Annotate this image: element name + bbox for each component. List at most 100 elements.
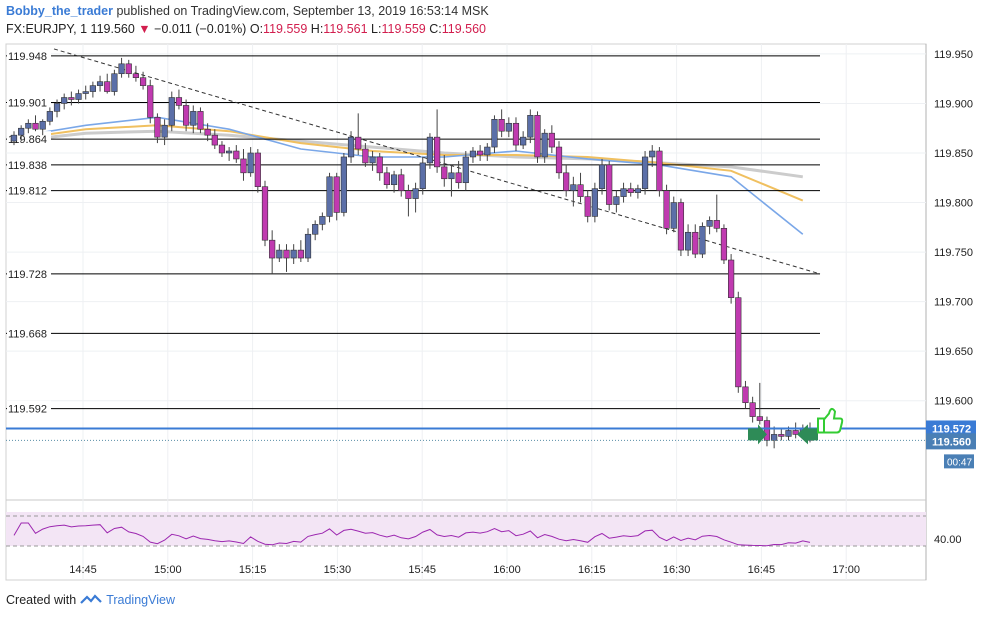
candle-body bbox=[18, 127, 25, 136]
candle-body bbox=[570, 184, 577, 191]
candle-body bbox=[10, 134, 18, 142]
candle-body bbox=[383, 172, 391, 186]
candle-body bbox=[89, 85, 96, 92]
candle-body bbox=[426, 136, 434, 164]
candle-body bbox=[53, 103, 61, 112]
candle-body bbox=[455, 172, 462, 184]
author-name[interactable]: Bobby_the_trader bbox=[6, 4, 113, 18]
candle-body bbox=[204, 128, 211, 136]
candle-body bbox=[347, 136, 355, 158]
candle-body bbox=[785, 430, 792, 437]
candle-body bbox=[598, 164, 606, 189]
candle-body bbox=[771, 434, 778, 441]
rsi-band bbox=[6, 512, 926, 546]
countdown-tag bbox=[944, 454, 974, 469]
thumbs-up-icon bbox=[817, 407, 844, 434]
candle-body bbox=[183, 105, 190, 126]
price-change: −0.011 (−0.01%) bbox=[154, 22, 247, 36]
candle-body bbox=[505, 122, 512, 132]
candle-body bbox=[649, 150, 656, 158]
high-label: H: bbox=[310, 22, 324, 36]
time-tick-label: 15:45 bbox=[408, 564, 436, 576]
candle-body bbox=[61, 97, 68, 104]
candle-body bbox=[247, 152, 254, 174]
candle-body bbox=[340, 156, 347, 213]
candle-body bbox=[197, 111, 204, 130]
open-value: 119.559 bbox=[263, 22, 308, 36]
price-tick-label: 119.800 bbox=[934, 198, 973, 210]
price-tick-label: 119.700 bbox=[934, 297, 973, 309]
candle-body bbox=[534, 115, 541, 158]
level-label: 119.668 bbox=[8, 328, 47, 340]
level-label-bg bbox=[7, 400, 51, 416]
level-label: 119.901 bbox=[8, 97, 47, 109]
symbol-label: FX:EURJPY, 1 bbox=[6, 22, 88, 36]
price-tick-label: 119.600 bbox=[934, 396, 973, 408]
candle-body bbox=[756, 416, 763, 421]
high-value: 119.561 bbox=[323, 22, 368, 36]
candle-body bbox=[584, 196, 591, 217]
low-label: L: bbox=[371, 22, 382, 36]
price-line-tag bbox=[926, 420, 976, 437]
candle-body bbox=[613, 196, 620, 205]
candle-body bbox=[763, 420, 771, 441]
rsi-tick-label: 40.00 bbox=[934, 534, 962, 546]
level-label: 119.838 bbox=[8, 160, 47, 172]
candle-body bbox=[749, 402, 756, 417]
green-arrow-right-icon bbox=[748, 424, 767, 445]
candle-body bbox=[477, 150, 484, 156]
candle-body bbox=[161, 124, 168, 138]
level-label: 119.728 bbox=[8, 269, 47, 281]
candle-body bbox=[713, 220, 720, 229]
ma-mid-line bbox=[13, 124, 804, 202]
candle-body bbox=[218, 144, 226, 154]
open-label: O: bbox=[249, 22, 264, 36]
tradingview-logo-icon bbox=[80, 594, 102, 604]
candle-body bbox=[548, 132, 555, 148]
candle-body bbox=[555, 146, 563, 174]
candle-body bbox=[720, 228, 728, 261]
price-tick-label: 119.900 bbox=[934, 98, 973, 110]
time-tick-label: 15:00 bbox=[154, 564, 182, 576]
level-label-bg bbox=[7, 156, 51, 172]
candle-body bbox=[541, 132, 548, 158]
candle-body bbox=[706, 220, 713, 227]
candle-body bbox=[448, 172, 455, 180]
candle-body bbox=[269, 239, 276, 259]
candle-body bbox=[469, 150, 477, 158]
candle-body bbox=[68, 97, 75, 100]
level-label: 119.592 bbox=[8, 404, 47, 416]
candle-body bbox=[520, 136, 527, 146]
candle-body bbox=[577, 184, 584, 197]
candle-body bbox=[125, 63, 132, 75]
level-label-bg bbox=[7, 325, 51, 341]
price-tick-label: 119.750 bbox=[934, 247, 973, 259]
candle-body bbox=[254, 152, 261, 187]
candle-body bbox=[226, 150, 233, 154]
close-value: 119.560 bbox=[441, 22, 486, 36]
candle-body bbox=[735, 297, 742, 388]
candle-body bbox=[433, 136, 441, 168]
price-tick-label: 119.650 bbox=[934, 346, 973, 358]
level-label-bg bbox=[7, 47, 51, 63]
candle-body bbox=[484, 146, 491, 156]
candle-body bbox=[462, 156, 469, 184]
candle-body bbox=[606, 164, 613, 205]
candle-body bbox=[405, 190, 412, 199]
candle-body bbox=[742, 386, 749, 404]
time-tick-label: 14:45 bbox=[69, 564, 97, 576]
candle-body bbox=[46, 111, 53, 122]
tradingview-brand[interactable]: TradingView bbox=[106, 593, 175, 607]
candle-body bbox=[190, 111, 197, 126]
candle-body bbox=[362, 148, 369, 164]
time-tick-label: 17:00 bbox=[832, 564, 860, 576]
candle-body bbox=[304, 233, 312, 259]
candle-body bbox=[82, 91, 89, 94]
candle-body bbox=[728, 259, 735, 298]
candle-body bbox=[75, 93, 82, 100]
level-label-bg bbox=[7, 265, 51, 281]
candle-body bbox=[412, 188, 419, 199]
last-price-tag bbox=[926, 433, 976, 450]
candle-body bbox=[283, 249, 290, 259]
